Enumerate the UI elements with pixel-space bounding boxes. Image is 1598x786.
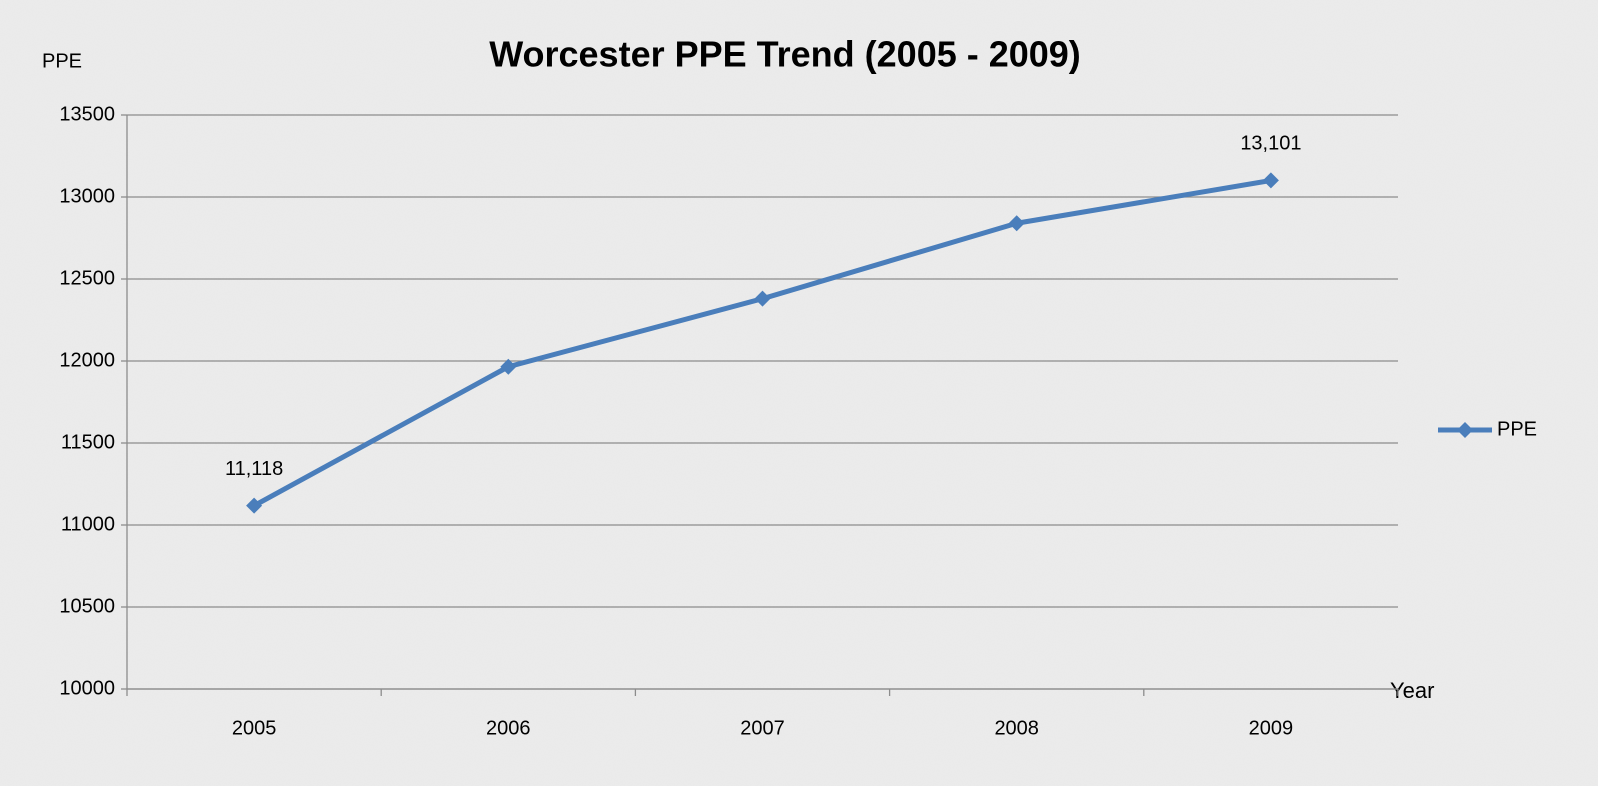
y-tick-label: 11000	[61, 513, 115, 535]
x-tick-label: 2007	[740, 717, 785, 739]
x-tick-label: 2009	[1249, 717, 1294, 739]
data-label: 13,101	[1240, 133, 1301, 155]
x-tick-label: 2005	[232, 717, 277, 739]
y-tick-label: 10500	[59, 595, 115, 617]
data-label: 11,118	[225, 458, 283, 480]
y-tick-label: 13000	[59, 185, 115, 207]
data-point	[1262, 172, 1279, 189]
y-tick-label: 11500	[61, 431, 115, 453]
chart-title: Worcester PPE Trend (2005 - 2009)	[489, 34, 1081, 75]
y-tick-label: 13500	[59, 103, 115, 125]
data-point	[246, 497, 263, 514]
legend-marker	[1457, 422, 1473, 438]
data-point	[1008, 215, 1025, 232]
x-axis-label: Year	[1390, 678, 1434, 703]
y-tick-label: 10000	[59, 677, 115, 699]
data-point	[754, 290, 771, 307]
legend-label: PPE	[1497, 418, 1537, 440]
y-axis-label: PPE	[42, 50, 82, 72]
x-tick-label: 2008	[994, 717, 1039, 739]
data-point	[500, 358, 517, 375]
y-tick-label: 12000	[59, 349, 115, 371]
x-tick-label: 2006	[486, 717, 531, 739]
y-tick-label: 12500	[59, 267, 115, 289]
